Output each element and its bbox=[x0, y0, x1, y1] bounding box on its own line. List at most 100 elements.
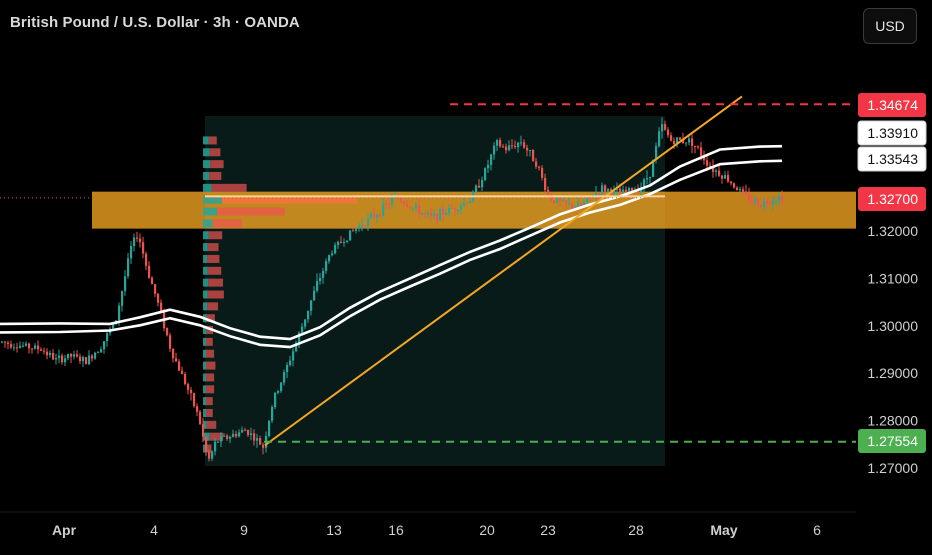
range-box bbox=[205, 116, 665, 466]
candle-body bbox=[316, 281, 319, 291]
volume-profile-down-bar bbox=[207, 266, 222, 275]
candle-body bbox=[535, 161, 538, 167]
candle-body bbox=[70, 353, 73, 357]
volume-profile-down-bar bbox=[211, 183, 247, 192]
volume-profile-up-bar bbox=[203, 373, 206, 382]
candle-body bbox=[262, 444, 265, 448]
candle-body bbox=[97, 352, 100, 354]
volume-profile-down-bar bbox=[209, 432, 224, 441]
candle-body bbox=[508, 145, 511, 151]
y-axis-tick-label: 1.28000 bbox=[867, 413, 918, 429]
candle-body bbox=[730, 181, 733, 184]
x-axis-tick-label: 9 bbox=[240, 522, 248, 538]
x-axis-tick-label: 28 bbox=[628, 522, 644, 538]
candle-body bbox=[442, 208, 445, 215]
candle-body bbox=[709, 165, 712, 167]
candle-body bbox=[157, 293, 160, 303]
candle-body bbox=[592, 196, 595, 198]
candle-body bbox=[505, 146, 508, 151]
candle-body bbox=[79, 356, 82, 362]
candle-body bbox=[145, 253, 148, 266]
candle-body bbox=[448, 208, 451, 213]
candle-body bbox=[529, 150, 532, 152]
candle-body bbox=[13, 347, 16, 349]
trendline[interactable] bbox=[264, 95, 743, 447]
candle-body bbox=[727, 175, 730, 182]
candle-body bbox=[235, 433, 238, 437]
candle-body bbox=[742, 189, 745, 192]
price-label-current bbox=[858, 187, 926, 211]
volume-profile-down-bar bbox=[206, 314, 215, 323]
candle-body bbox=[160, 302, 163, 312]
candle-body bbox=[229, 436, 232, 439]
volume-profile-down-bar bbox=[208, 136, 217, 145]
candle-body bbox=[484, 168, 487, 181]
candle-body bbox=[652, 159, 655, 177]
candle-body bbox=[568, 203, 571, 205]
candle-body bbox=[133, 237, 136, 247]
candle-body bbox=[562, 199, 565, 201]
candle-body bbox=[121, 291, 124, 306]
candle-body bbox=[91, 355, 94, 359]
candle-body bbox=[775, 199, 778, 201]
candle-body bbox=[490, 154, 493, 165]
candle-body bbox=[706, 160, 709, 166]
candle-body bbox=[643, 179, 646, 189]
candle-body bbox=[343, 241, 346, 243]
candle-body bbox=[550, 194, 553, 201]
candle-body bbox=[22, 345, 25, 347]
y-axis-tick-label: 1.30000 bbox=[867, 318, 918, 334]
candle-body bbox=[613, 189, 616, 195]
candle-body bbox=[532, 150, 535, 162]
candle-body bbox=[148, 265, 151, 278]
volume-profile-up-bar bbox=[203, 266, 208, 275]
candle-body bbox=[676, 137, 679, 145]
x-axis-tick-label: 6 bbox=[813, 522, 821, 538]
volume-profile-down-bar bbox=[206, 385, 215, 394]
candle-body bbox=[763, 201, 766, 208]
candle-body bbox=[478, 185, 481, 188]
y-axis-tick-label: 1.32000 bbox=[867, 223, 918, 239]
candle-body bbox=[694, 145, 697, 147]
candle-body bbox=[439, 208, 442, 221]
candle-body bbox=[520, 142, 523, 144]
candle-body bbox=[55, 358, 58, 360]
candle-body bbox=[28, 343, 31, 349]
volume-profile-up-bar bbox=[203, 444, 206, 453]
candle-body bbox=[232, 433, 235, 437]
price-label-support bbox=[858, 429, 926, 453]
volume-profile-down-bar bbox=[207, 290, 224, 299]
candle-body bbox=[523, 142, 526, 148]
candle-body bbox=[289, 360, 292, 366]
currency-button[interactable]: USD bbox=[863, 8, 917, 44]
candle-body bbox=[253, 433, 256, 441]
candle-body bbox=[376, 215, 379, 218]
candle-body bbox=[649, 176, 652, 179]
candle-body bbox=[412, 207, 415, 209]
candle-body bbox=[544, 177, 547, 190]
candle-body bbox=[106, 333, 109, 342]
candle-body bbox=[769, 203, 772, 205]
candle-body bbox=[334, 245, 337, 254]
y-axis-tick-label: 1.29000 bbox=[867, 365, 918, 381]
candle-body bbox=[244, 429, 247, 431]
volume-profile-up-bar bbox=[203, 195, 222, 204]
candle-body bbox=[40, 349, 43, 351]
candle-body bbox=[616, 188, 619, 190]
volume-profile-down-bar bbox=[206, 361, 216, 370]
candle-body bbox=[454, 208, 457, 211]
candle-body bbox=[25, 343, 28, 346]
candle-body bbox=[361, 225, 364, 227]
candle-body bbox=[355, 228, 358, 231]
volume-profile-up-bar bbox=[203, 349, 206, 358]
volume-profile-up-bar bbox=[203, 326, 207, 335]
candle-body bbox=[88, 355, 91, 365]
candle-body bbox=[280, 382, 283, 391]
candle-body bbox=[646, 178, 649, 180]
candle-body bbox=[298, 332, 301, 343]
candle-body bbox=[496, 140, 499, 146]
candle-body bbox=[445, 212, 448, 215]
candle-body bbox=[430, 212, 433, 216]
